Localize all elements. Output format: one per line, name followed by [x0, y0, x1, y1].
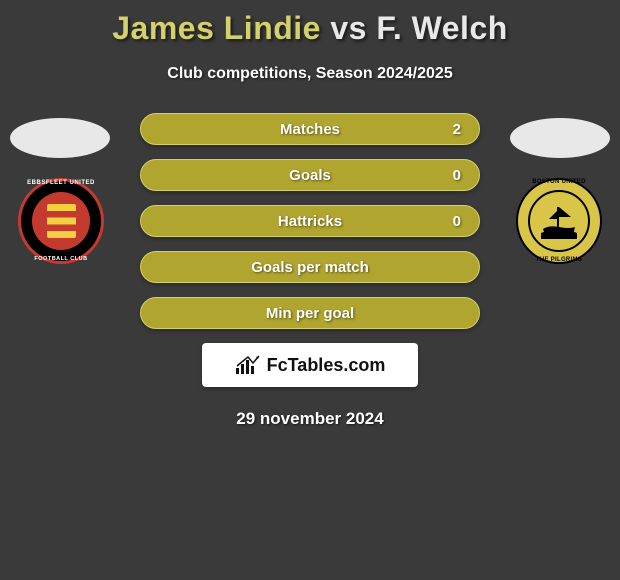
- stat-label: Matches: [280, 121, 340, 138]
- crest-left-bottom-text: FOOTBALL CLUB: [18, 256, 104, 262]
- stat-value: 0: [453, 213, 461, 230]
- player1-name: James Lindie: [112, 10, 321, 46]
- stat-value: 2: [453, 121, 461, 138]
- player2-name: F. Welch: [376, 10, 507, 46]
- crest-right-bottom-text: THE PILGRIMS: [516, 257, 602, 263]
- club-crest-right: BOSTON UNITED THE PILGRIMS: [516, 178, 602, 264]
- stat-row-hattricks: Hattricks 0: [140, 205, 480, 237]
- crest-right-top-text: BOSTON UNITED: [516, 179, 602, 185]
- page-title: James Lindie vs F. Welch: [0, 0, 620, 47]
- club-crest-left: EBBSFLEET UNITED FOOTBALL CLUB: [18, 178, 104, 264]
- stat-label: Goals per match: [251, 259, 369, 276]
- stat-row-goals: Goals 0: [140, 159, 480, 191]
- chart-icon: [235, 354, 261, 376]
- player1-photo-placeholder: [10, 118, 110, 158]
- stat-label: Min per goal: [266, 305, 354, 322]
- stat-row-min-per-goal: Min per goal: [140, 297, 480, 329]
- badge-text: FcTables.com: [267, 355, 386, 376]
- stat-row-goals-per-match: Goals per match: [140, 251, 480, 283]
- vs-text: vs: [330, 10, 367, 46]
- player2-photo-placeholder: [510, 118, 610, 158]
- source-badge[interactable]: FcTables.com: [202, 343, 418, 387]
- stat-row-matches: Matches 2: [140, 113, 480, 145]
- footer-date: 29 november 2024: [0, 409, 620, 429]
- crest-left-top-text: EBBSFLEET UNITED: [18, 180, 104, 186]
- ship-icon: [537, 199, 581, 243]
- stat-label: Goals: [289, 167, 331, 184]
- subtitle: Club competitions, Season 2024/2025: [0, 65, 620, 83]
- stat-value: 0: [453, 167, 461, 184]
- stat-label: Hattricks: [278, 213, 342, 230]
